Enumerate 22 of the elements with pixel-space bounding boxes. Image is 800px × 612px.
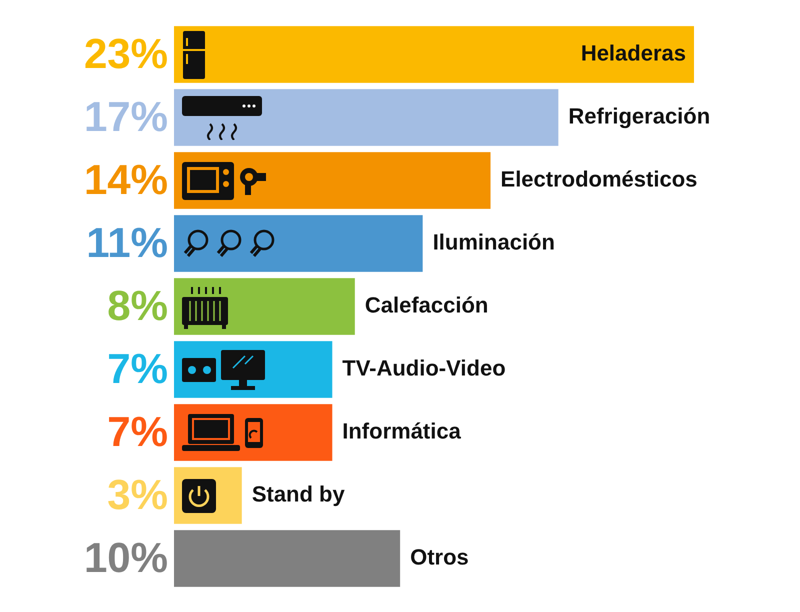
y-tick-label: Iluminación — [432, 230, 555, 255]
data-label: 10% — [84, 534, 168, 582]
y-tick-label: Heladeras — [580, 40, 686, 66]
data-label: 7% — [107, 408, 168, 456]
bar — [174, 26, 694, 83]
y-tick-label: Refrigeración — [568, 104, 710, 129]
data-label: 8% — [107, 282, 168, 330]
bar — [174, 89, 558, 146]
y-tick-label: TV-Audio-Video — [342, 356, 506, 381]
y-tick-label: Calefacción — [364, 292, 488, 318]
y-tick-label: Informática — [342, 418, 462, 444]
data-label: 7% — [107, 345, 168, 392]
y-tick-label: Otros — [410, 544, 469, 570]
y-tick-label: Stand by — [252, 482, 346, 507]
data-label: 23% — [84, 30, 168, 78]
data-label: 11% — [86, 219, 168, 266]
data-label: 3% — [107, 471, 168, 518]
data-label: 17% — [84, 93, 168, 140]
bar — [174, 215, 423, 272]
bar — [174, 530, 400, 587]
data-label: 14% — [84, 156, 168, 204]
y-tick-label: Electrodomésticos — [500, 166, 698, 192]
